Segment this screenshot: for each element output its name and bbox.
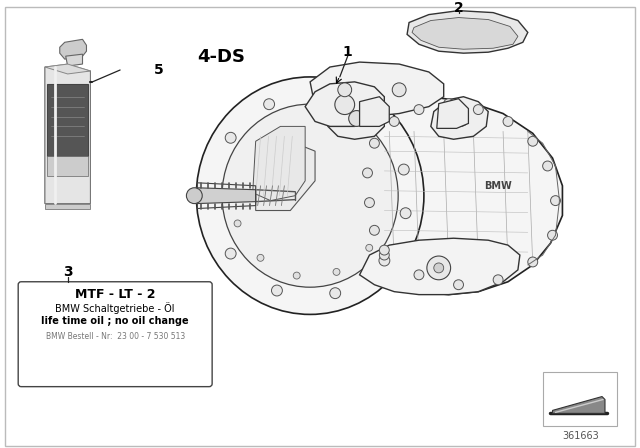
Polygon shape [45, 203, 90, 208]
Polygon shape [256, 141, 315, 211]
Text: 4-DS: 4-DS [197, 48, 245, 66]
Circle shape [543, 161, 552, 171]
Ellipse shape [222, 104, 398, 287]
Circle shape [548, 230, 557, 240]
Circle shape [225, 132, 236, 143]
Circle shape [333, 268, 340, 276]
Circle shape [208, 190, 219, 201]
Polygon shape [47, 84, 88, 156]
Circle shape [257, 254, 264, 261]
Circle shape [369, 138, 380, 148]
Polygon shape [305, 82, 384, 126]
Text: 5: 5 [154, 63, 164, 77]
Circle shape [234, 220, 241, 227]
Circle shape [474, 105, 483, 115]
Circle shape [373, 119, 384, 130]
Circle shape [380, 250, 389, 260]
Circle shape [398, 164, 409, 175]
Circle shape [503, 116, 513, 126]
Polygon shape [412, 17, 518, 49]
Circle shape [365, 198, 374, 207]
Circle shape [330, 288, 340, 299]
Ellipse shape [196, 77, 424, 314]
Circle shape [362, 168, 372, 178]
Polygon shape [68, 64, 90, 203]
Circle shape [225, 248, 236, 259]
Circle shape [338, 83, 351, 97]
Circle shape [366, 244, 372, 251]
Circle shape [379, 255, 390, 266]
Circle shape [271, 285, 282, 296]
Polygon shape [328, 97, 384, 139]
Circle shape [452, 111, 468, 126]
Polygon shape [552, 396, 605, 414]
Circle shape [293, 272, 300, 279]
Polygon shape [45, 67, 90, 203]
Text: BMW Bestell - Nr:  23 00 - 7 530 513: BMW Bestell - Nr: 23 00 - 7 530 513 [45, 332, 185, 340]
Circle shape [264, 99, 275, 110]
Polygon shape [45, 64, 90, 74]
Circle shape [392, 83, 406, 97]
Circle shape [414, 270, 424, 280]
Text: 3: 3 [63, 265, 72, 279]
Polygon shape [196, 188, 256, 203]
Text: 361663: 361663 [562, 431, 598, 441]
Text: BMW Schaltgetriebe - Öl: BMW Schaltgetriebe - Öl [56, 302, 175, 314]
Circle shape [528, 136, 538, 146]
Polygon shape [360, 238, 520, 295]
Circle shape [493, 275, 503, 285]
FancyBboxPatch shape [18, 282, 212, 387]
Circle shape [414, 105, 424, 115]
Circle shape [427, 256, 451, 280]
Polygon shape [47, 156, 88, 176]
Circle shape [389, 116, 399, 126]
Polygon shape [407, 11, 528, 53]
Text: 2: 2 [454, 0, 463, 15]
FancyBboxPatch shape [543, 372, 617, 426]
Text: MTF - LT - 2: MTF - LT - 2 [75, 288, 156, 301]
Circle shape [528, 257, 538, 267]
Polygon shape [436, 99, 468, 129]
Text: BMW: BMW [484, 181, 512, 191]
Circle shape [400, 208, 411, 219]
FancyBboxPatch shape [5, 7, 635, 446]
Circle shape [335, 95, 355, 115]
Circle shape [369, 225, 380, 235]
Polygon shape [66, 54, 83, 66]
Circle shape [550, 196, 561, 206]
Circle shape [380, 245, 389, 255]
Polygon shape [310, 62, 444, 116]
Polygon shape [431, 97, 488, 139]
Polygon shape [60, 39, 86, 59]
Circle shape [444, 99, 454, 108]
Circle shape [321, 91, 332, 102]
Circle shape [454, 280, 463, 290]
Text: 1: 1 [343, 45, 353, 59]
Circle shape [349, 111, 365, 126]
Polygon shape [45, 64, 68, 203]
Polygon shape [358, 97, 563, 295]
Text: life time oil ; no oil change: life time oil ; no oil change [42, 316, 189, 326]
Circle shape [186, 188, 202, 203]
Polygon shape [253, 126, 305, 201]
Circle shape [434, 263, 444, 273]
Polygon shape [360, 97, 389, 126]
